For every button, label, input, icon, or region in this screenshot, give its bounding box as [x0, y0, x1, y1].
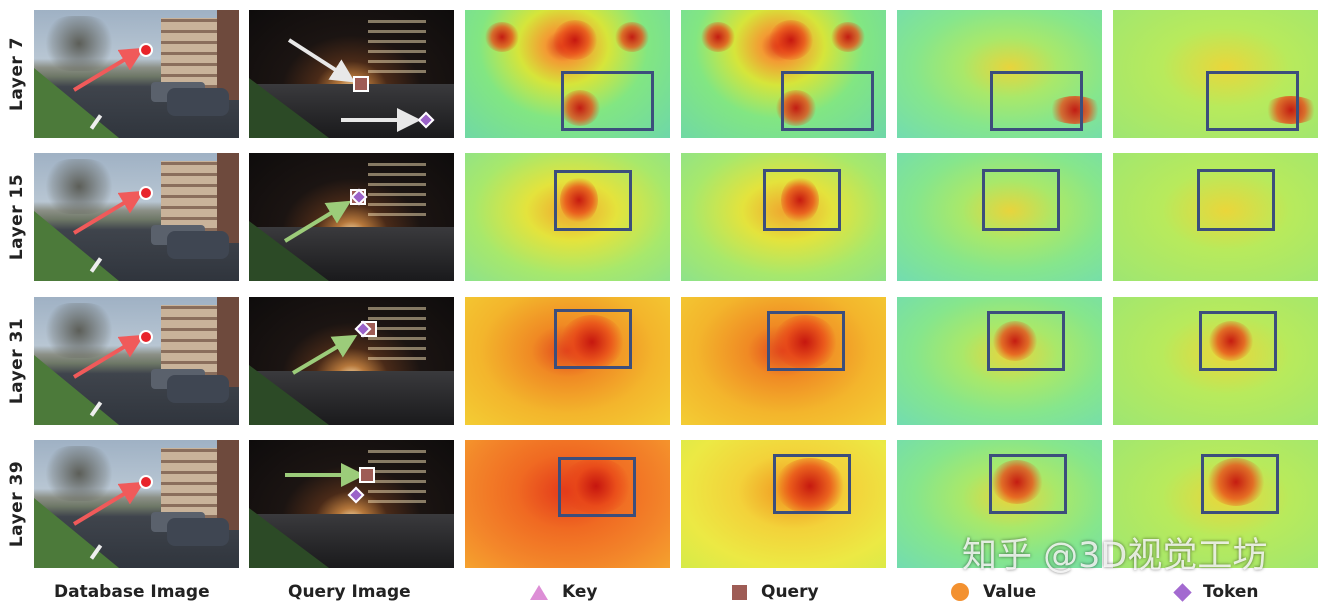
legend-query: Query	[732, 580, 819, 604]
attention-box	[773, 454, 851, 514]
database-point-marker	[139, 43, 153, 57]
database-image-layer-15	[34, 153, 239, 281]
attention-box	[781, 71, 874, 131]
row-label-text: Layer 7	[7, 36, 27, 112]
attention-box	[561, 71, 654, 131]
attention-box	[990, 71, 1083, 131]
query-image-layer-31	[249, 297, 454, 425]
database-image-layer-39	[34, 440, 239, 568]
caption-query-image: Query Image	[288, 580, 411, 604]
query-heatmap-layer-39	[681, 440, 886, 568]
database-point-marker	[139, 186, 153, 200]
caption-text: Database Image	[54, 582, 210, 602]
attention-box	[1197, 169, 1275, 231]
attention-box	[763, 169, 841, 231]
query-square-marker	[359, 467, 375, 483]
watermark: 知乎 @3D视觉工坊	[962, 536, 1268, 576]
row-label-text: Layer 31	[7, 317, 28, 405]
query-heatmap-layer-31	[681, 297, 886, 425]
row-label-layer-39: Layer 39	[0, 440, 34, 568]
row-label-text: Layer 15	[7, 173, 28, 261]
key-heatmap-layer-39	[465, 440, 670, 568]
legend-label: Query	[761, 582, 819, 602]
attention-box	[554, 170, 632, 231]
legend-label: Value	[983, 582, 1037, 602]
database-image-layer-31	[34, 297, 239, 425]
attention-box	[987, 311, 1065, 371]
key-heatmap-layer-31	[465, 297, 670, 425]
value-heatmap-layer-15	[897, 153, 1102, 281]
query-image-layer-15	[249, 153, 454, 281]
query-heatmap-layer-15	[681, 153, 886, 281]
legend-label: Key	[562, 582, 598, 602]
token-diamond-marker	[347, 486, 365, 504]
caption-text: Query Image	[288, 582, 411, 602]
row-label-text: Layer 39	[7, 460, 28, 548]
query-square-marker	[353, 76, 369, 92]
legend-token: Token	[1173, 580, 1259, 604]
legend-value: Value	[951, 580, 1036, 604]
value-heatmap-layer-31	[897, 297, 1102, 425]
database-point-marker	[139, 330, 153, 344]
key-heatmap-layer-15	[465, 153, 670, 281]
token-heatmap-layer-15	[1113, 153, 1318, 281]
attention-box	[558, 457, 636, 517]
query-heatmap-layer-7	[681, 10, 886, 138]
key-heatmap-layer-7	[465, 10, 670, 138]
circle-icon	[951, 583, 969, 601]
database-point-marker	[139, 475, 153, 489]
attention-box	[989, 454, 1067, 514]
attention-box	[982, 169, 1060, 231]
row-label-layer-7: Layer 7	[0, 10, 34, 138]
row-label-layer-15: Layer 15	[0, 153, 34, 281]
attention-box	[1206, 71, 1299, 131]
caption-database-image: Database Image	[54, 580, 210, 604]
square-icon	[732, 584, 747, 600]
value-heatmap-layer-7	[897, 10, 1102, 138]
attention-box	[767, 311, 845, 371]
attention-box	[554, 309, 632, 369]
database-image-layer-7	[34, 10, 239, 138]
token-heatmap-layer-39	[1113, 440, 1318, 568]
token-heatmap-layer-7	[1113, 10, 1318, 138]
value-heatmap-layer-39	[897, 440, 1102, 568]
attention-box	[1201, 454, 1279, 514]
row-label-layer-31: Layer 31	[0, 297, 34, 425]
legend-key: Key	[530, 580, 598, 604]
query-image-layer-7	[249, 10, 454, 138]
legend-label: Token	[1203, 582, 1259, 602]
diamond-icon	[1173, 582, 1192, 602]
attention-box	[1199, 311, 1277, 371]
token-heatmap-layer-31	[1113, 297, 1318, 425]
triangle-icon	[530, 584, 548, 600]
query-image-layer-39	[249, 440, 454, 568]
